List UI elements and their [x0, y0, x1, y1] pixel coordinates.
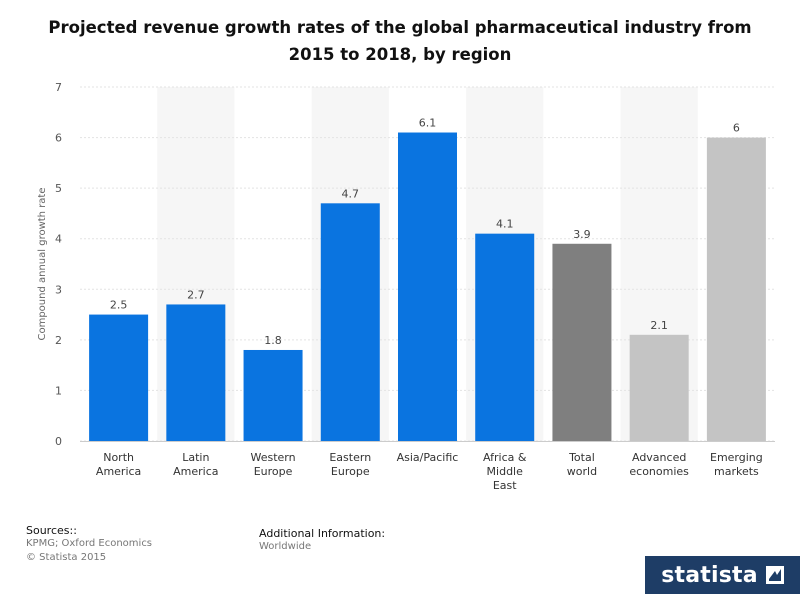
bar-value-label: 2.5: [110, 299, 128, 312]
x-tick-label: Advanced economies: [629, 451, 689, 478]
x-tick-label: Emerging markets: [710, 451, 763, 478]
bar-value-label: 2.7: [187, 288, 205, 301]
sources-block: Sources:: KPMG; Oxford Economics © Stati…: [26, 524, 152, 565]
additional-info-text: Worldwide: [259, 541, 312, 552]
bar-value-label: 4.7: [342, 187, 360, 200]
bar: [320, 203, 380, 441]
bar: [166, 304, 226, 441]
bar: [243, 349, 303, 441]
bar-value-label: 6.1: [419, 117, 437, 130]
bar-value-label: 3.9: [573, 228, 591, 241]
sources-line: KPMG; Oxford Economics: [26, 538, 153, 549]
bar-value-label: 2.1: [650, 319, 668, 332]
y-tick-label: 3: [55, 283, 62, 296]
y-tick-label: 0: [55, 435, 62, 448]
bar: [706, 137, 766, 442]
bar-value-label: 1.8: [264, 334, 282, 347]
x-tick-label: Asia/Pacific: [397, 451, 459, 464]
bar-value-label: 6: [733, 122, 740, 135]
y-tick-label: 2: [55, 334, 62, 347]
statista-logo-icon: [765, 566, 784, 584]
brand-name: statista: [661, 562, 758, 588]
bar: [552, 243, 612, 441]
y-axis-title: Compound annual growth rate: [37, 187, 48, 340]
bar: [398, 132, 457, 441]
x-tick-label: North America: [96, 451, 141, 478]
x-tick-label: Western Europe: [250, 451, 295, 478]
bar: [475, 233, 535, 441]
x-tick-label: Total world: [567, 451, 597, 478]
bar: [629, 334, 689, 441]
additional-info-heading: Additional Information:: [259, 527, 386, 540]
y-tick-label: 5: [55, 182, 62, 195]
y-tick-label: 4: [55, 233, 62, 246]
bar: [89, 314, 149, 441]
x-tick-label: Africa & Middle East: [483, 451, 527, 492]
x-tick-label: Eastern Europe: [329, 451, 371, 478]
sources-heading: Sources::: [26, 524, 77, 537]
y-tick-label: 7: [55, 81, 62, 94]
copyright-line: © Statista 2015: [26, 552, 107, 563]
y-tick-label: 1: [55, 384, 62, 397]
x-tick-label: Latin America: [173, 451, 218, 478]
y-tick-label: 6: [55, 132, 62, 145]
additional-info-block: Additional Information: Worldwide: [259, 527, 385, 554]
bar-value-label: 4.1: [496, 218, 514, 231]
statista-logo[interactable]: statista: [645, 556, 800, 594]
chart-title: Projected revenue growth rates of the gl…: [48, 18, 752, 64]
